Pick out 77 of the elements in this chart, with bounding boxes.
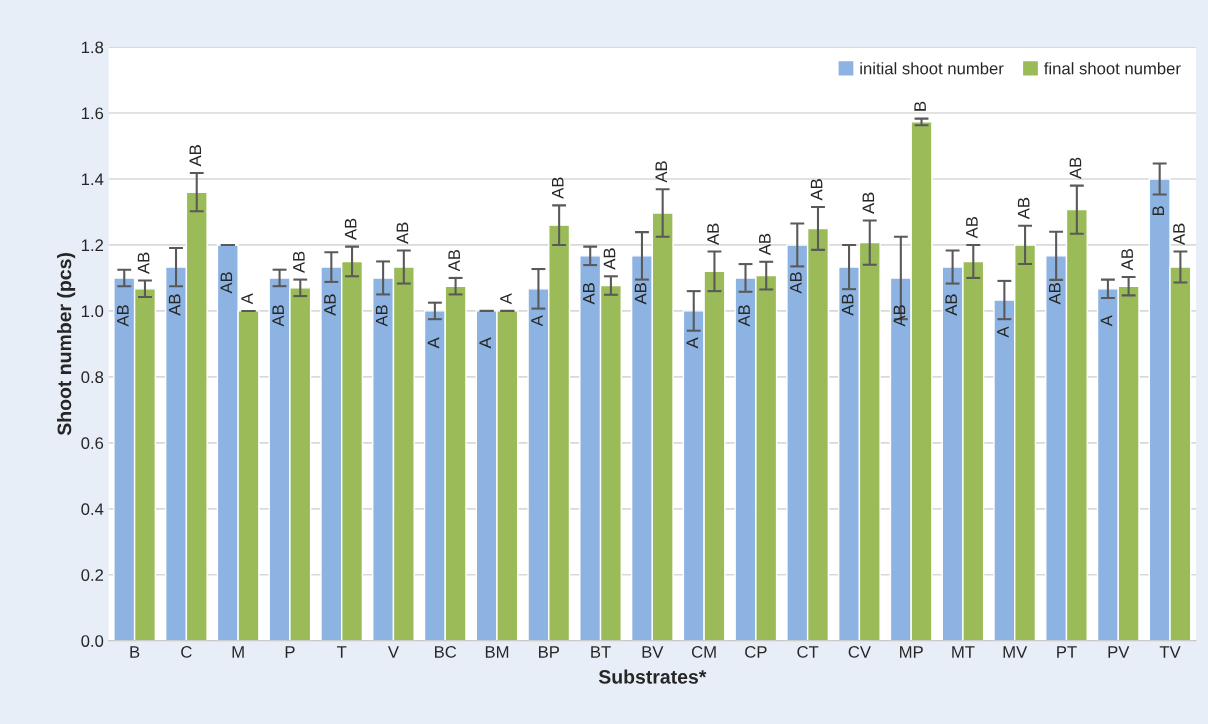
- x-tick-label: BP: [539, 646, 560, 658]
- data-label: AB: [137, 252, 150, 274]
- y-tick-label: 1.8: [81, 41, 104, 54]
- data-label: A: [997, 326, 1009, 338]
- data-label: AB: [375, 305, 388, 327]
- x-tick-label: MP: [900, 646, 923, 658]
- data-label: AB: [966, 217, 978, 239]
- data-label: AB: [220, 272, 233, 294]
- x-tick-label: C: [181, 646, 192, 658]
- data-label: B: [914, 101, 926, 111]
- data-label: B: [1152, 206, 1164, 216]
- x-tick-label: CP: [745, 646, 767, 658]
- data-label: AB: [759, 233, 771, 256]
- x-tick-label: BV: [642, 646, 664, 658]
- x-tick-label: T: [336, 646, 347, 658]
- x-tick-label: M: [232, 646, 244, 658]
- x-tick-label: B: [130, 646, 140, 658]
- data-label: A: [479, 337, 491, 349]
- data-label: AB: [551, 177, 564, 199]
- y-tick-label: 0.2: [81, 569, 104, 581]
- data-label: AB: [655, 161, 667, 183]
- data-label: A: [500, 293, 512, 305]
- x-tick-label: BT: [591, 646, 611, 658]
- data-label: AB: [1173, 223, 1185, 245]
- y-tick-label: 0.6: [81, 437, 104, 450]
- x-tick-label: MT: [952, 646, 975, 658]
- y-tick-label: 1.6: [81, 107, 104, 120]
- x-tick-label: BM: [485, 646, 509, 658]
- legend-label: initial shoot number: [860, 62, 1004, 75]
- x-tick-label: TV: [1159, 646, 1181, 658]
- data-label: AB: [790, 272, 802, 294]
- data-label: AB: [1048, 283, 1061, 305]
- data-label: AB: [324, 294, 336, 316]
- data-label: AB: [1121, 249, 1133, 271]
- legend-label: final shoot number: [1044, 62, 1181, 75]
- data-label: AB: [583, 283, 595, 305]
- x-tick-label: BC: [435, 646, 457, 658]
- y-tick-label: 0.8: [81, 371, 104, 384]
- y-tick-label: 1.2: [81, 239, 104, 251]
- data-label: AB: [1017, 197, 1030, 220]
- x-axis-title: Substrates*: [598, 669, 707, 684]
- data-label: AB: [396, 222, 409, 244]
- data-label: AB: [272, 305, 284, 327]
- data-label: AB: [1069, 157, 1082, 179]
- y-tick-label: 1.4: [81, 173, 104, 186]
- data-label: AB: [893, 305, 906, 327]
- data-label: A: [427, 337, 440, 349]
- data-label: AB: [841, 294, 854, 316]
- x-tick-label: P: [285, 646, 295, 658]
- data-label: AB: [293, 251, 305, 273]
- data-label: AB: [862, 192, 875, 214]
- y-tick-label: 0.0: [81, 635, 104, 647]
- data-label: AB: [448, 249, 460, 272]
- x-tick-label: CM: [691, 646, 716, 658]
- y-tick-label: 1.0: [81, 305, 104, 318]
- x-tick-label: CT: [797, 646, 819, 658]
- data-label: A: [241, 293, 253, 305]
- data-label: AB: [603, 248, 616, 270]
- x-tick-label: V: [387, 646, 399, 658]
- data-label: A: [686, 337, 699, 349]
- data-label: AB: [707, 223, 719, 245]
- data-label: AB: [344, 218, 357, 240]
- y-axis-title: Shoot number (pcs): [57, 253, 76, 436]
- data-label: AB: [117, 305, 129, 327]
- data-label: AB: [189, 145, 202, 167]
- data-label: AB: [168, 294, 181, 316]
- data-label: AB: [945, 294, 957, 316]
- x-tick-label: PV: [1108, 646, 1130, 658]
- x-tick-label: PT: [1057, 646, 1077, 658]
- data-label: AB: [634, 283, 647, 305]
- data-label: AB: [810, 179, 823, 201]
- y-tick-label: 0.4: [81, 503, 104, 516]
- x-tick-label: CV: [848, 646, 871, 658]
- data-label: A: [531, 315, 543, 327]
- x-tick-label: MV: [1003, 646, 1028, 658]
- data-label: A: [1100, 315, 1113, 327]
- data-label: AB: [738, 305, 750, 327]
